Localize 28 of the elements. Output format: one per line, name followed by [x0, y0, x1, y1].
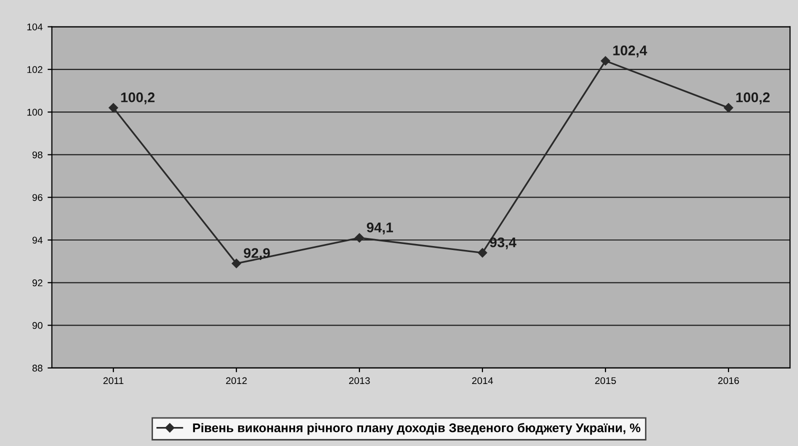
y-tick-label: 96 — [32, 194, 42, 201]
point — [108, 103, 118, 112]
data-label: 93,4 — [490, 237, 516, 250]
y-tick-label: 102 — [27, 66, 42, 74]
data-label: 100,2 — [736, 92, 770, 104]
point — [354, 233, 364, 242]
y-tick-label: 98 — [32, 151, 42, 158]
y-tick-label: 92 — [32, 279, 42, 286]
x-tick-label: 2011 — [103, 377, 124, 384]
x-tick-label: 2012 — [226, 377, 247, 384]
point — [600, 56, 610, 66]
y-tick-label: 88 — [32, 364, 42, 372]
x-tick-label: 2013 — [349, 377, 370, 384]
x-tick-label: 2015 — [595, 377, 616, 384]
data-label: 102,4 — [613, 46, 648, 58]
y-tick-label: 94 — [32, 236, 43, 244]
y-tick-label: 90 — [32, 322, 42, 329]
point — [724, 103, 734, 112]
point — [232, 258, 242, 268]
x-tick-label: 2016 — [718, 377, 739, 384]
y-tick-label: 100 — [27, 108, 42, 116]
legend-label: Рівень виконання річного плану доходів Зведеного бюджету України, % — [193, 422, 640, 435]
data-label: 100,2 — [121, 92, 155, 104]
x-tick-label: 2014 — [472, 377, 493, 384]
y-tick-label: 104 — [27, 23, 43, 30]
data-label: 94,1 — [366, 222, 394, 234]
data-label: 92,9 — [244, 248, 270, 260]
point — [478, 248, 488, 258]
